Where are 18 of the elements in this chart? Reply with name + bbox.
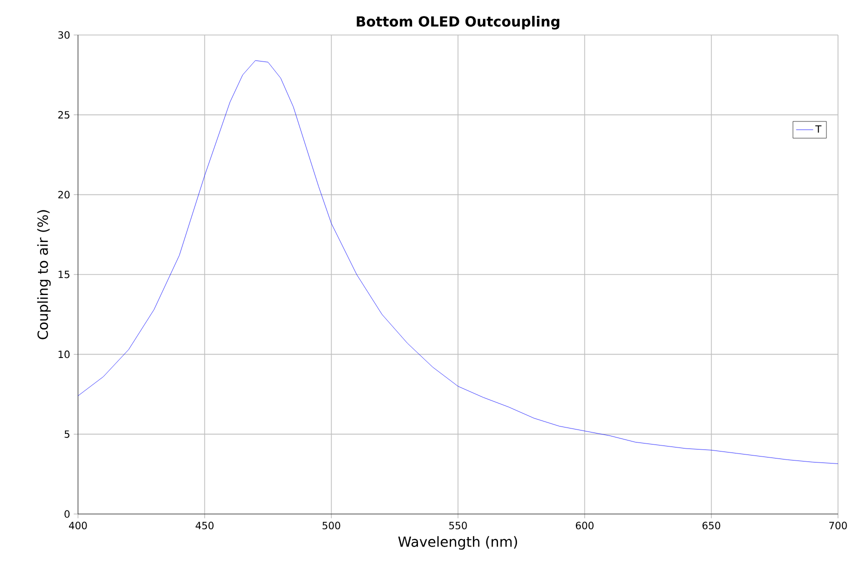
y-tick-label: 20 (58, 190, 70, 198)
x-tick-label: 400 (68, 522, 87, 530)
y-tick-label: 25 (58, 111, 70, 119)
x-tick-label: 600 (576, 522, 594, 530)
x-axis-title: Wavelength (nm) (398, 536, 518, 550)
y-tick-label: 5 (64, 430, 70, 438)
x-tick-label: 550 (449, 522, 467, 530)
y-tick-label: 30 (58, 31, 70, 39)
legend-label: T (815, 125, 822, 133)
y-tick-label: 10 (58, 350, 70, 358)
y-axis-title: Coupling to air (%) (37, 210, 51, 340)
x-tick-label: 650 (702, 522, 720, 530)
x-tick-label: 700 (829, 522, 847, 530)
y-tick-label: 0 (64, 510, 70, 518)
chart-title: Bottom OLED Outcoupling (356, 16, 560, 30)
x-tick-label: 500 (322, 522, 340, 530)
x-tick-label: 450 (196, 522, 214, 530)
y-tick-label: 15 (58, 270, 70, 278)
